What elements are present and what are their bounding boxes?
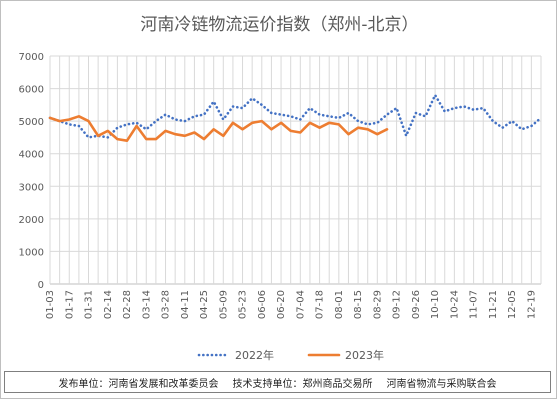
- x-tick-label: 07-04: [295, 290, 306, 319]
- x-tick-label: 06-06: [257, 290, 268, 319]
- y-tick-label: 4000: [19, 150, 44, 161]
- series-line-0: [48, 93, 543, 139]
- x-axis: 01-03 01-17 01-31 02-14 02-28 03-14 03-28 04-11…: [45, 290, 537, 319]
- legend-label: 2023年: [345, 348, 384, 362]
- series-line-1: [48, 115, 389, 142]
- legend-label: 2022年: [235, 348, 274, 362]
- x-tick-label: 08-01: [334, 290, 345, 319]
- x-tick-label: 12-19: [526, 290, 537, 319]
- y-axis: 0 1000 2000 3000 4000 5000 6000 7000: [19, 52, 44, 291]
- x-tick-label: 03-28: [161, 290, 172, 319]
- legend: 2022年 2023年: [197, 348, 384, 362]
- series-lines: [48, 93, 543, 142]
- x-tick-label: 07-18: [315, 290, 326, 319]
- y-tick-label: 5000: [19, 117, 44, 128]
- x-tick-label: 01-17: [64, 290, 75, 319]
- x-tick-label: 02-14: [103, 290, 114, 319]
- x-tick-label: 11-21: [488, 290, 499, 319]
- x-tick-label: 02-28: [122, 290, 133, 319]
- association-text: 河南省物流与采购联合会: [386, 378, 497, 390]
- x-tick-label: 08-29: [372, 290, 383, 319]
- x-tick-label: 06-20: [276, 290, 287, 319]
- x-tick-label: 04-11: [180, 290, 191, 319]
- x-tick-label: 10-10: [430, 290, 441, 319]
- y-tick-label: 3000: [19, 182, 44, 193]
- footer-bar: 发布单位：河南省发展和改革委员会 技术支持单位：郑州商品交易所 河南省物流与采购…: [4, 371, 551, 393]
- gridlines: [49, 55, 542, 285]
- x-tick-label: 10-24: [449, 290, 460, 319]
- publisher-text: 发布单位：河南省发展和改革委员会: [58, 378, 219, 390]
- y-tick-label: 1000: [19, 247, 44, 258]
- x-tick-label: 09-26: [411, 290, 422, 319]
- y-tick-label: 6000: [19, 85, 44, 96]
- y-tick-label: 0: [38, 280, 44, 291]
- support-text: 技术支持单位：郑州商品交易所: [232, 378, 373, 390]
- y-tick-label: 7000: [19, 52, 44, 63]
- x-tick-label: 01-31: [84, 290, 95, 319]
- x-tick-label: 09-12: [392, 290, 403, 319]
- x-tick-label: 08-15: [353, 290, 364, 319]
- x-tick-label: 12-05: [507, 290, 518, 319]
- x-tick-label: 11-07: [469, 290, 480, 319]
- x-tick-label: 05-23: [238, 290, 249, 319]
- x-tick-label: 05-09: [218, 290, 229, 319]
- chart-title: 河南冷链物流运价指数（郑州-北京）: [140, 15, 419, 35]
- y-tick-label: 2000: [19, 215, 44, 226]
- x-tick-label: 01-03: [45, 290, 56, 319]
- x-tick-label: 04-25: [199, 290, 210, 319]
- x-tick-label: 03-14: [141, 290, 152, 319]
